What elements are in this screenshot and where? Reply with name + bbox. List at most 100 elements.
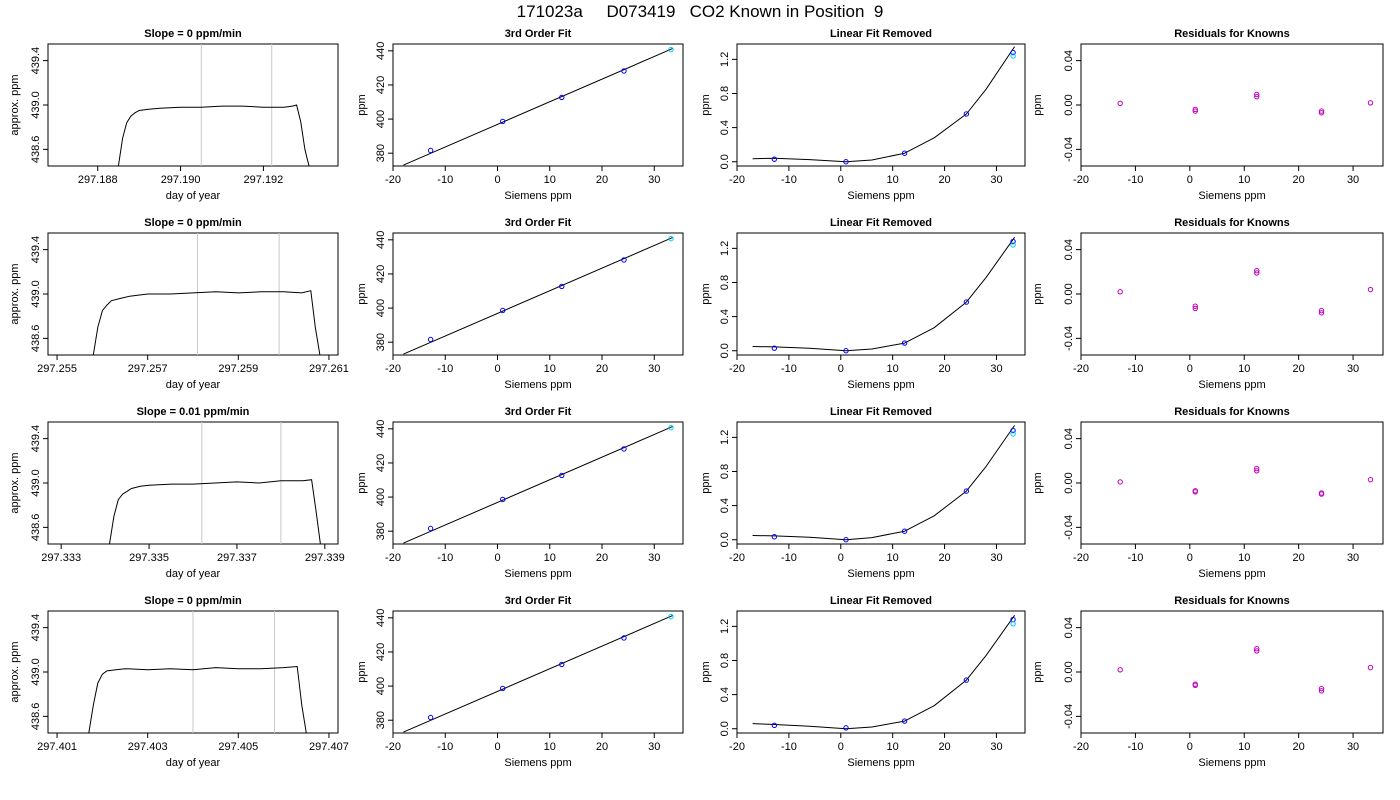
y-axis-label: ppm [700,472,712,493]
data-point [668,424,674,431]
data-point [1318,310,1325,316]
x-tick-label: 30 [990,741,1002,753]
x-tick-label: 10 [887,552,899,564]
x-tick-label: 30 [1347,363,1359,375]
data-point [1010,427,1016,434]
data-point [1254,91,1260,98]
fit-curve [403,426,673,544]
y-tick-label: 440 [375,231,387,249]
y-tick-label: 438.6 [30,514,42,542]
data-point [1192,682,1198,689]
data-point [1318,685,1325,692]
y-tick-label: 439.4 [30,47,42,75]
x-tick-label: 30 [648,552,660,564]
x-tick-label: -10 [781,552,797,564]
fit-curve [403,237,673,355]
x-tick-label: 297.407 [309,741,349,753]
x-axis-label: Siemens ppm [504,757,571,769]
chart-panel-0-1: 3rd Order Fit -20 -10 0 10 20 30 380 400 420 440 Si… [356,28,684,202]
plot-frame [47,232,339,356]
chart-panel-2-2: Linear Fit Removed -20 -10 0 10 20 30 0.0 0.4 0.8… [700,406,1026,580]
data-point [559,94,565,101]
x-tick-label: 10 [887,741,899,753]
x-tick-label: -20 [385,552,401,564]
x-axis-label: day of year [166,568,221,580]
plot-frame [47,43,339,167]
chart-title: Slope = 0 ppm/min [144,28,242,40]
y-tick-label: 439.0 [30,280,42,308]
y-tick-label: 0.8 [719,86,731,101]
data-point [843,159,849,165]
x-axis-label: Siemens ppm [1198,568,1265,580]
data-point [963,488,970,494]
y-tick-label: -0.04 [1063,515,1075,540]
data-point [1318,307,1325,314]
data-layer [88,611,307,733]
y-tick-label: 380 [375,522,387,540]
plot-frame [736,43,1026,167]
data-point [1254,648,1260,654]
x-tick-label: 0 [494,552,500,564]
concentration-trace [88,665,307,733]
data-layer [109,422,321,544]
x-tick-label: 297.405 [218,741,258,753]
y-tick-label: 0.4 [719,687,731,702]
x-tick-label: -20 [729,174,745,186]
chart-panel-1-3: Residuals for Knowns -20 -10 0 10 20 30 -0.04 0.… [1032,217,1384,391]
chart-title: Linear Fit Removed [830,595,932,607]
y-axis-label: ppm [700,94,712,115]
y-tick-label: 380 [375,711,387,729]
chart-title: 3rd Order Fit [505,406,572,418]
fit-curve [752,237,1016,352]
data-point [559,283,565,290]
x-tick-label: 0 [494,363,500,375]
data-point [1192,108,1198,114]
x-tick-label: 20 [1293,363,1305,375]
data-point [1254,468,1260,474]
y-tick-label: 438.6 [30,325,42,353]
data-point [427,336,434,343]
data-point [500,118,506,125]
y-tick-label: 0.00 [1063,94,1075,115]
x-tick-label: 20 [938,174,950,186]
y-tick-label: -0.04 [1063,137,1075,162]
data-point [1192,305,1198,312]
x-tick-label: -20 [729,741,745,753]
data-point [1117,289,1123,295]
chart-panel-2-3: Residuals for Knowns -20 -10 0 10 20 30 -0.04 0.… [1032,406,1384,580]
y-tick-label: 1.2 [719,430,731,445]
plot-frame [736,421,1026,545]
x-axis-label: day of year [166,190,221,202]
y-tick-label: 0.4 [719,498,731,513]
page-title: 171023a D073419 CO2 Known in Position 9 [516,2,884,21]
x-axis-label: day of year [166,757,221,769]
data-point [771,722,778,729]
y-tick-label: -0.04 [1063,326,1075,351]
data-point [901,528,908,534]
data-layer [752,615,1016,731]
x-tick-label: 10 [544,552,556,564]
fit-curve [752,615,1016,730]
y-tick-label: 0.8 [719,464,731,479]
x-tick-label: -10 [781,363,797,375]
chart-panel-3-0: Slope = 0 ppm/min 297.401 297.403 297.405 29… [9,595,349,769]
x-tick-label: 10 [887,174,899,186]
data-point [1367,476,1374,483]
x-tick-label: 0 [1187,363,1193,375]
x-axis-label: Siemens ppm [847,568,914,580]
x-tick-label: -20 [385,363,401,375]
y-axis-label: ppm [356,94,368,115]
x-tick-label: 10 [887,363,899,375]
y-tick-label: 0.4 [719,309,731,324]
y-tick-label: 1.2 [719,619,731,634]
data-point [901,718,908,724]
y-axis-label: ppm [1032,283,1044,304]
data-layer [92,233,321,355]
plot-frame [392,232,684,356]
y-axis-label: ppm [1032,661,1044,682]
chart-title: 3rd Order Fit [505,595,572,607]
data-point [771,345,778,351]
data-layer [1117,268,1374,316]
data-point [1192,106,1198,113]
chart-title: Residuals for Knowns [1174,217,1290,229]
